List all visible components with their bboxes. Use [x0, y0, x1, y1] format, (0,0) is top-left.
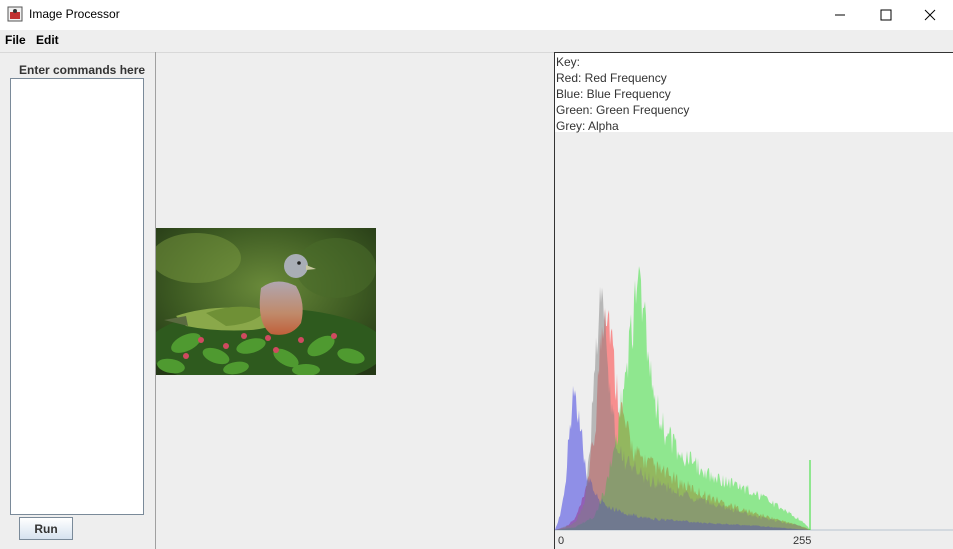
- maximize-icon: [880, 9, 892, 21]
- key-green: Green: Green Frequency: [556, 103, 690, 117]
- histogram-series-alpha: [555, 286, 810, 530]
- close-button[interactable]: [907, 0, 953, 30]
- run-button[interactable]: Run: [19, 517, 73, 540]
- maximize-button[interactable]: [863, 0, 909, 30]
- command-input[interactable]: [10, 78, 144, 515]
- key-blue: Blue: Blue Frequency: [556, 87, 671, 101]
- key-grey: Grey: Alpha: [556, 119, 619, 133]
- menu-file[interactable]: File: [5, 33, 26, 47]
- panel-divider[interactable]: [155, 52, 156, 549]
- minimize-button[interactable]: [817, 0, 863, 30]
- histogram-top-border: [554, 52, 953, 53]
- menu-bar: File Edit: [0, 30, 953, 53]
- close-icon: [924, 9, 936, 21]
- menu-edit[interactable]: Edit: [36, 33, 59, 47]
- x-tick-0: 0: [558, 535, 565, 547]
- key-title: Key:: [556, 55, 581, 69]
- window-title: Image Processor: [29, 7, 120, 21]
- key-red: Red: Red Frequency: [556, 71, 667, 85]
- minimize-icon: [835, 14, 845, 16]
- title-bar: Image Processor: [0, 0, 953, 30]
- histogram-chart: [555, 266, 953, 531]
- loaded-image: [156, 228, 376, 375]
- histogram-border: [554, 52, 555, 549]
- x-tick-255: 255: [793, 535, 812, 547]
- commands-label: Enter commands here: [19, 63, 146, 77]
- app-icon: [7, 6, 23, 22]
- histogram-key: Key: Red: Red Frequency Blue: Blue Frequ…: [555, 53, 953, 133]
